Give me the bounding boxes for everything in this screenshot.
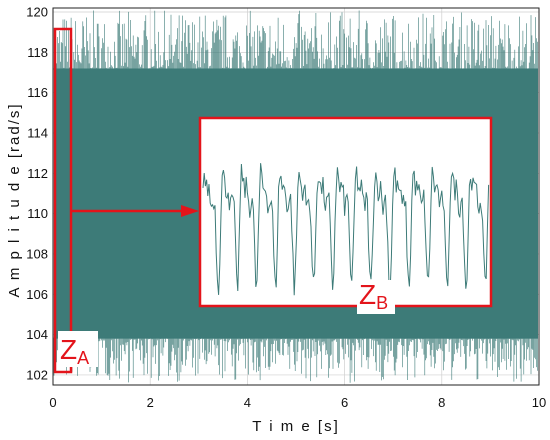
y-tick-label-9: 120 bbox=[26, 5, 48, 20]
y-tick-label-8: 118 bbox=[27, 45, 48, 60]
x-tick-label-1: 2 bbox=[147, 395, 154, 410]
inset-box bbox=[198, 116, 493, 308]
y-tick-label-4: 110 bbox=[27, 206, 48, 221]
zoom-arrow-head bbox=[181, 205, 199, 217]
y-tick-label-0: 102 bbox=[26, 367, 48, 382]
y-tick-label-5: 112 bbox=[27, 166, 48, 181]
y-axis-label: A m p l i t u d e [rad/s] bbox=[6, 102, 23, 297]
x-tick-label-5: 10 bbox=[532, 395, 546, 410]
y-tick-label-6: 114 bbox=[27, 125, 48, 140]
x-tick-label-3: 6 bbox=[341, 395, 348, 410]
zone-a-main: Z bbox=[60, 334, 77, 365]
x-tick-label-4: 8 bbox=[438, 395, 445, 410]
y-tick-label-2: 106 bbox=[26, 287, 48, 302]
zone-a-label: ZA bbox=[60, 334, 89, 368]
zone-a-label-bg bbox=[58, 331, 98, 367]
plot-frame bbox=[52, 7, 540, 386]
signal-spikes bbox=[53, 10, 538, 383]
x-tick-label-2: 4 bbox=[244, 395, 251, 410]
zone-a-sub: A bbox=[77, 348, 89, 368]
zone-a-box bbox=[53, 27, 73, 374]
zone-b-label-bg bbox=[357, 280, 395, 314]
y-tick-label-7: 116 bbox=[27, 85, 48, 100]
inset-signal bbox=[202, 163, 490, 296]
zone-b-sub: B bbox=[376, 293, 388, 313]
signal-spikes-upper bbox=[53, 10, 538, 70]
signal-spikes-lower bbox=[53, 337, 538, 383]
zone-b-label: ZB bbox=[359, 279, 388, 313]
y-tick-label-3: 108 bbox=[26, 246, 48, 261]
x-axis-label: T i m e [s] bbox=[252, 418, 340, 435]
zone-b-main: Z bbox=[359, 279, 376, 310]
y-tick-labels: 102 104 106 108 110 112 114 116 118 120 bbox=[26, 5, 48, 383]
x-tick-labels: 0 2 4 6 8 10 bbox=[49, 395, 546, 410]
y-tick-label-1: 104 bbox=[26, 327, 48, 342]
x-tick-label-0: 0 bbox=[49, 395, 56, 410]
